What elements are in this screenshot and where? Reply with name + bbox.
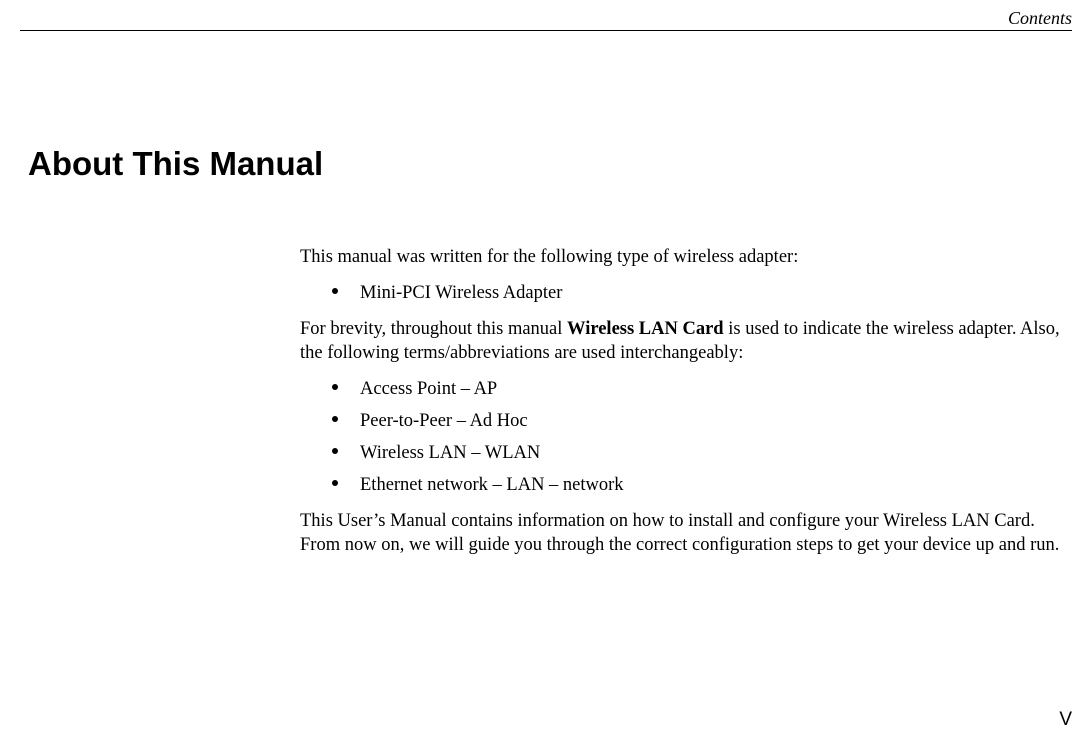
header-section-label: Contents: [1008, 8, 1072, 29]
page-title: About This Manual: [28, 145, 323, 183]
list-item: Ethernet network – LAN – network: [300, 473, 1065, 497]
intro-paragraph: This manual was written for the followin…: [300, 245, 1065, 269]
closing-paragraph: This User’s Manual contains information …: [300, 509, 1065, 557]
list-item: Mini-PCI Wireless Adapter: [300, 281, 1065, 305]
list-item: Wireless LAN – WLAN: [300, 441, 1065, 465]
list-item: Peer-to-Peer – Ad Hoc: [300, 409, 1065, 433]
brevity-text-before: For brevity, throughout this manual: [300, 319, 567, 339]
header-rule: [20, 30, 1072, 31]
brevity-bold-term: Wireless LAN Card: [567, 319, 724, 339]
list-item: Access Point – AP: [300, 377, 1065, 401]
brevity-paragraph: For brevity, throughout this manual Wire…: [300, 317, 1065, 365]
body-content: This manual was written for the followin…: [300, 245, 1065, 569]
terms-list: Access Point – AP Peer-to-Peer – Ad Hoc …: [300, 377, 1065, 497]
page-number: V: [1059, 709, 1072, 731]
adapter-list: Mini-PCI Wireless Adapter: [300, 281, 1065, 305]
